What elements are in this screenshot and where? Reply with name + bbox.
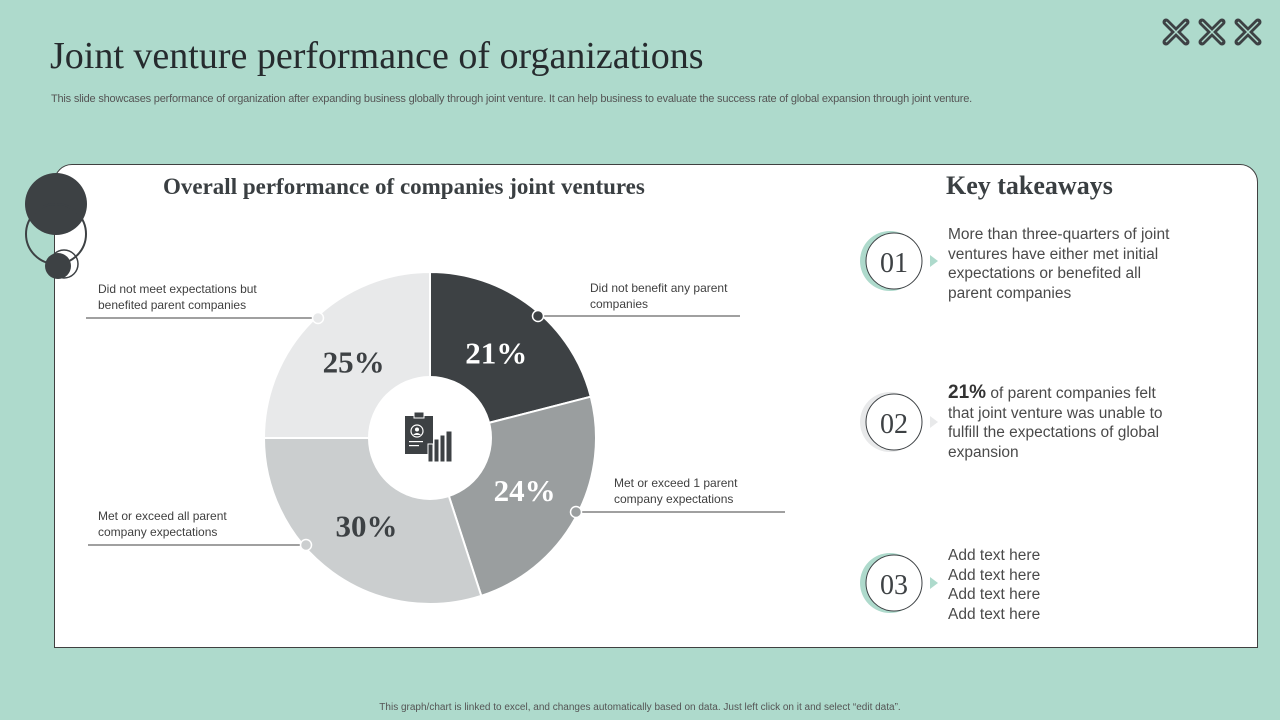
takeaway-number: 01 bbox=[880, 248, 908, 279]
cross-icon bbox=[1162, 18, 1190, 46]
content-card bbox=[54, 164, 1258, 648]
takeaway-text-03: Add text here Add text here Add text her… bbox=[948, 546, 1148, 624]
page-title: Joint venture performance of organizatio… bbox=[50, 35, 704, 77]
footer-note: This graph/chart is linked to excel, and… bbox=[379, 702, 901, 713]
page-subtitle: This slide showcases performance of orga… bbox=[51, 93, 973, 105]
takeaway-line: Add text here bbox=[948, 547, 1041, 564]
takeaway-badge-03: 03 bbox=[860, 553, 938, 613]
cross-icon bbox=[1198, 18, 1226, 46]
callout-did-not-benefit: Did not benefit any parent companies bbox=[590, 281, 728, 311]
takeaway-text-01: More than three-quarters of joint ventur… bbox=[948, 226, 1170, 302]
callout-did-not-meet: Did not meet expectations but benefited … bbox=[98, 282, 257, 312]
takeaways-title: Key takeaways bbox=[946, 171, 1113, 200]
decorative-circles bbox=[25, 173, 87, 279]
takeaway-badge-02: 02 bbox=[860, 392, 938, 452]
chart-title: Overall performance of companies joint v… bbox=[163, 174, 645, 199]
takeaway-number: 02 bbox=[880, 409, 908, 440]
takeaway-line: Add text here bbox=[948, 605, 1041, 623]
cross-icon bbox=[1234, 18, 1262, 46]
takeaway-text-02: 21% of parent companies felt that joint … bbox=[948, 383, 1173, 462]
takeaway-body: of parent companies felt that joint vent… bbox=[948, 385, 1163, 461]
takeaway-number: 03 bbox=[880, 570, 908, 601]
callout-met-all: Met or exceed all parent company expecta… bbox=[98, 509, 227, 539]
takeaway-highlight: 21% bbox=[948, 382, 987, 403]
takeaway-line: Add text here bbox=[948, 586, 1041, 603]
takeaway-line: Add text here bbox=[948, 566, 1041, 584]
callout-met-one: Met or exceed 1 parent company expectati… bbox=[614, 476, 738, 506]
takeaway-badge-01: 01 bbox=[860, 231, 938, 291]
